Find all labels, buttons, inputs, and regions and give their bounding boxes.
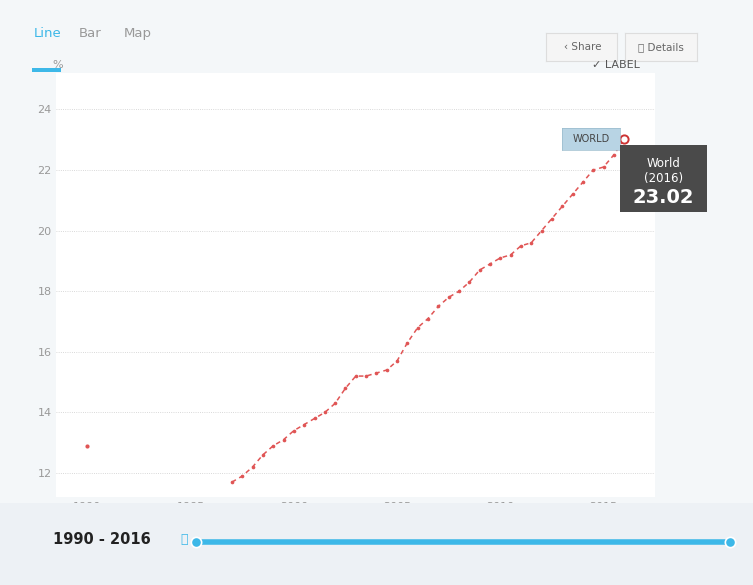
Text: ⏸: ⏸ [181, 534, 188, 546]
Point [370, 369, 383, 378]
Text: ⓘ Details: ⓘ Details [638, 42, 684, 53]
Text: %: % [53, 60, 63, 70]
Text: Line: Line [34, 27, 62, 40]
Point [546, 214, 558, 223]
Point [432, 302, 444, 311]
Point [360, 371, 372, 381]
Point [81, 441, 93, 450]
Point [236, 472, 248, 481]
Point [190, 538, 202, 547]
Text: ✓ LABEL: ✓ LABEL [592, 60, 640, 70]
Text: Map: Map [124, 27, 152, 40]
Point [288, 426, 300, 435]
Point [453, 287, 465, 296]
Point [515, 241, 527, 250]
Point [267, 441, 279, 450]
Point [391, 356, 403, 366]
Text: ‹ Share: ‹ Share [564, 42, 602, 53]
Point [484, 259, 496, 269]
Point [474, 266, 486, 275]
Point [724, 538, 736, 547]
Point [246, 462, 258, 472]
Point [401, 338, 413, 347]
Text: Bar: Bar [79, 27, 102, 40]
Point [298, 420, 310, 429]
Point [618, 135, 630, 144]
Text: WORLD: WORLD [572, 134, 610, 144]
Point [494, 253, 506, 263]
Point [329, 398, 341, 408]
Text: World: World [647, 157, 681, 170]
Point [505, 250, 517, 260]
Point [566, 190, 578, 199]
Point [422, 314, 434, 323]
Text: 23.02: 23.02 [633, 188, 694, 207]
Point [463, 277, 475, 287]
Point [226, 477, 238, 487]
Point [587, 166, 599, 175]
Point [309, 414, 321, 423]
Point [535, 226, 547, 235]
Point [319, 408, 331, 417]
Text: (2016): (2016) [644, 172, 683, 185]
Point [340, 384, 352, 393]
Point [597, 163, 609, 172]
Point [577, 177, 589, 187]
Point [278, 435, 290, 445]
Point [608, 150, 620, 160]
Point [257, 450, 269, 460]
Point [350, 371, 362, 381]
Point [412, 323, 424, 332]
Point [381, 365, 393, 375]
Point [526, 238, 538, 247]
Text: 1990 - 2016: 1990 - 2016 [53, 532, 151, 548]
Point [443, 292, 455, 302]
Point [556, 202, 569, 211]
